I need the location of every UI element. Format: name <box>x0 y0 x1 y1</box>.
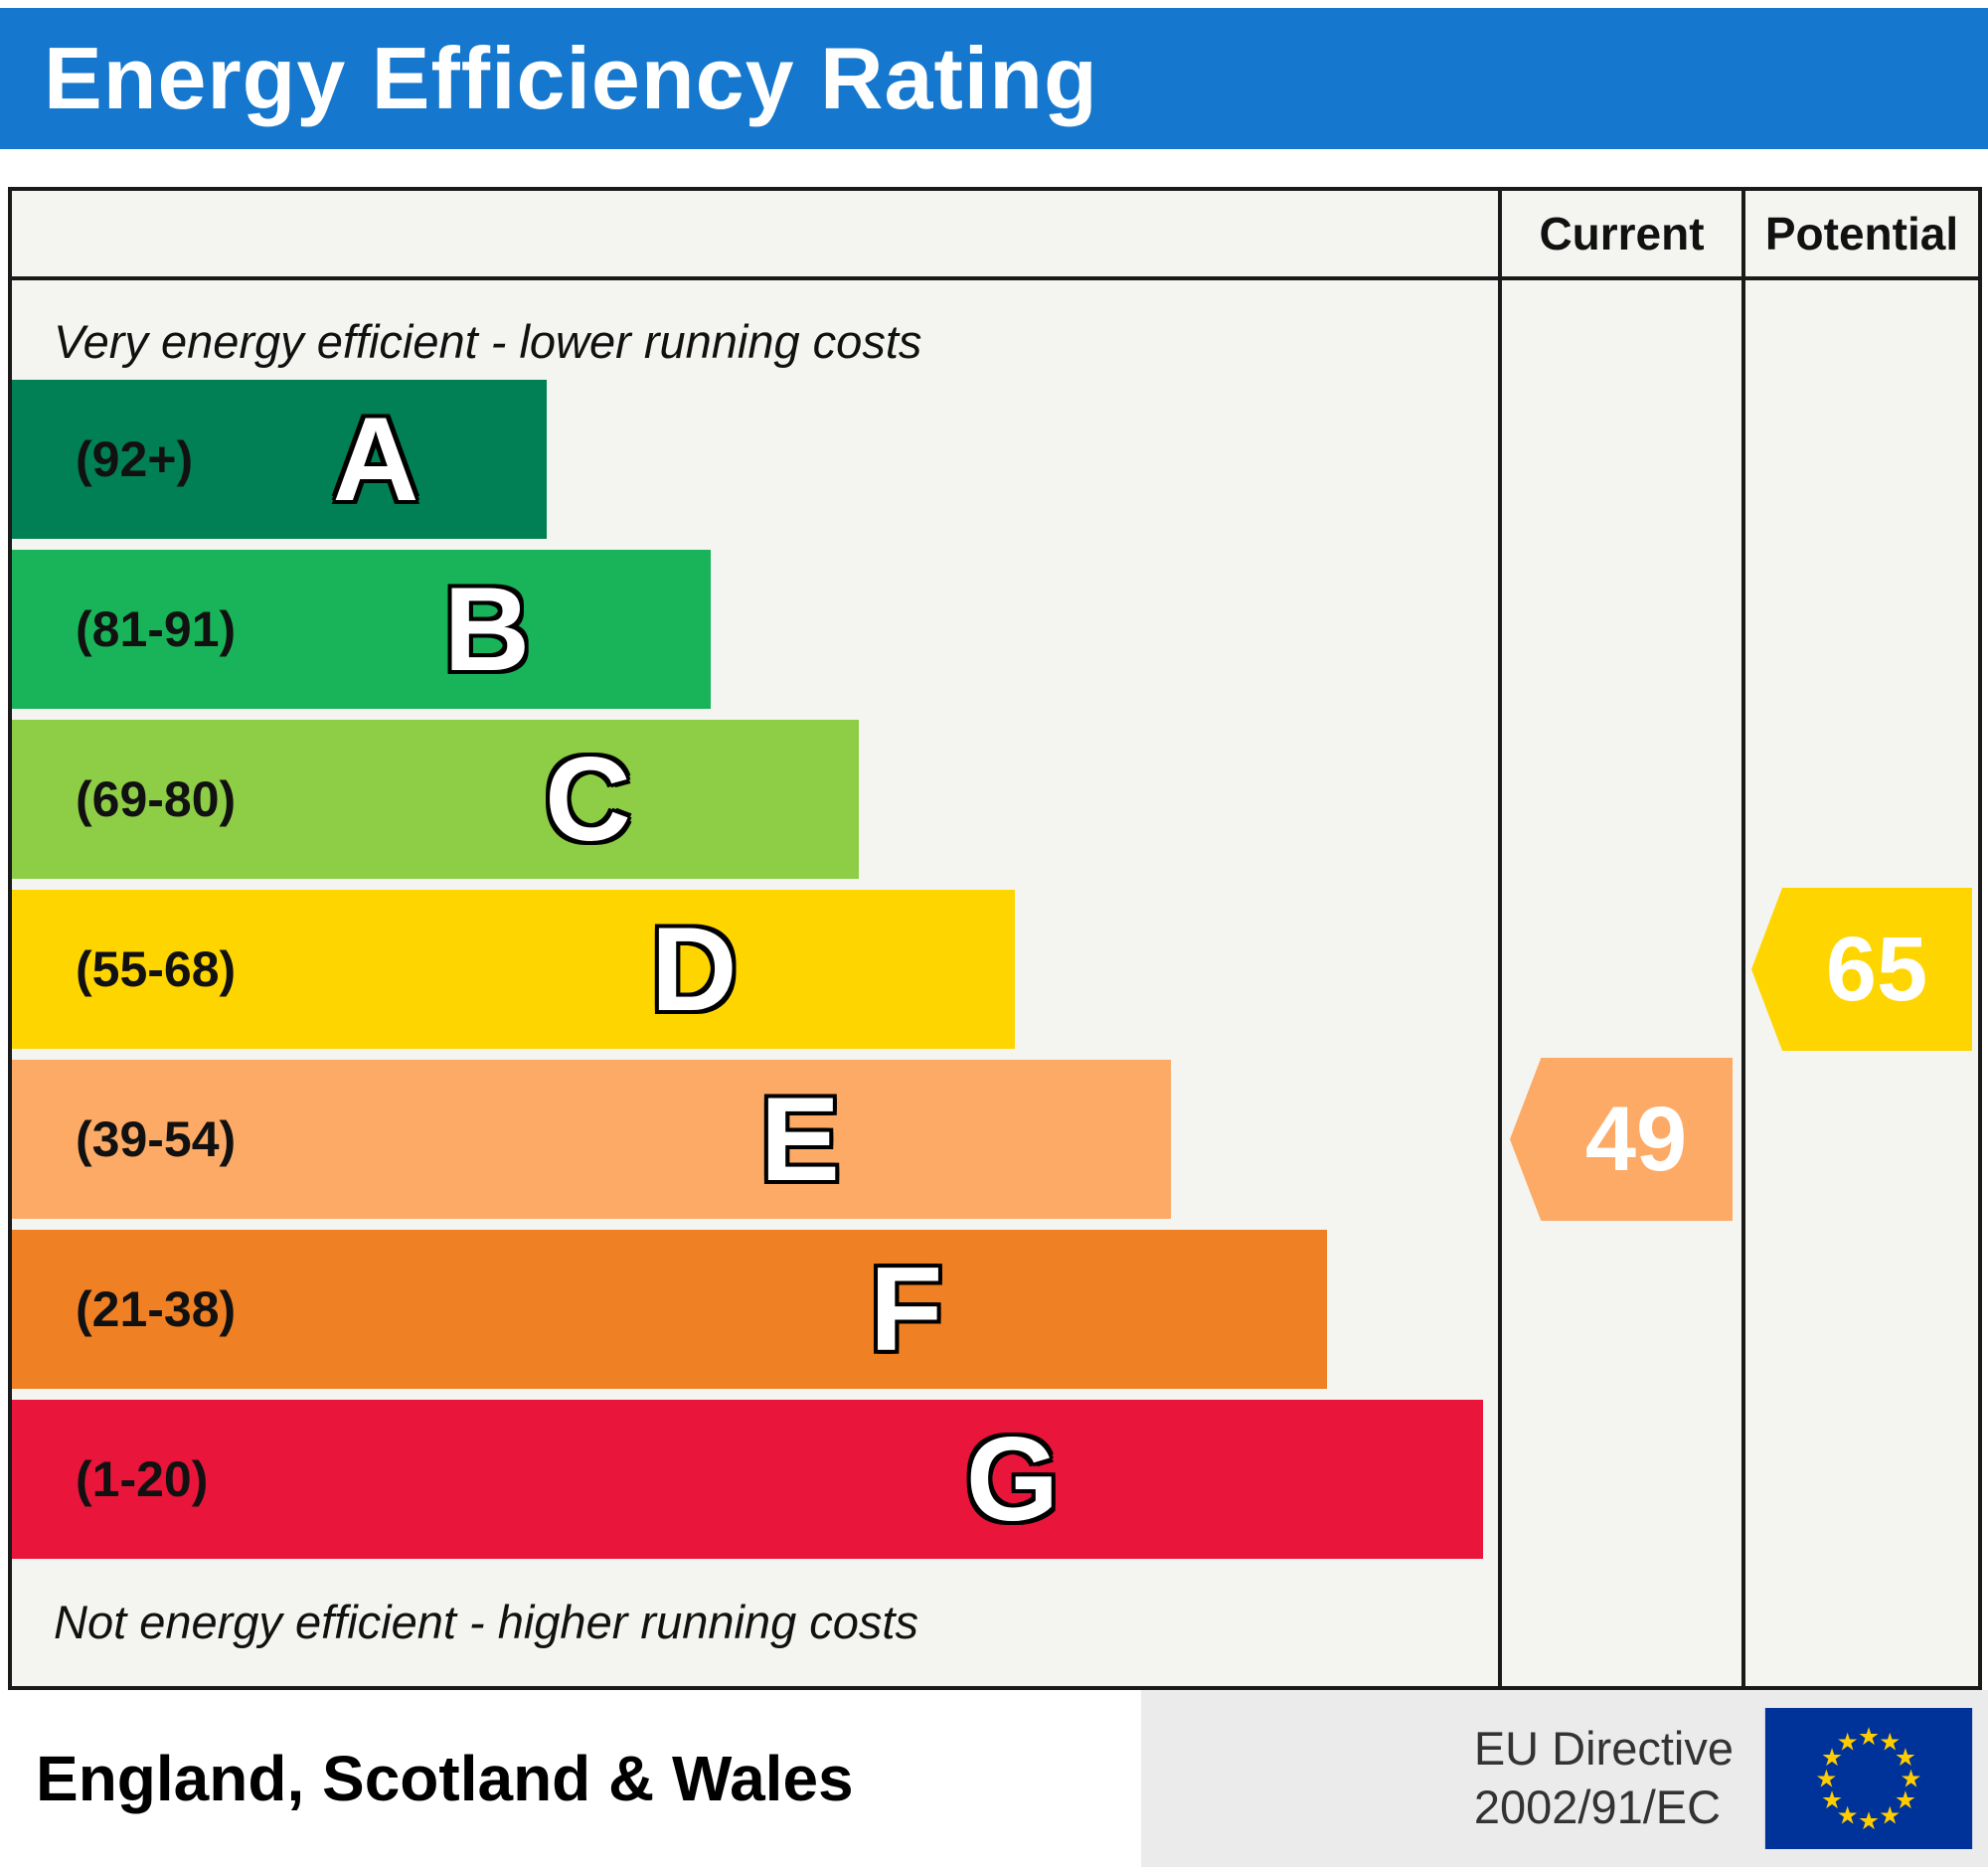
column-header-row: Current Potential <box>12 191 1978 280</box>
band-bar-c: (69-80) C <box>12 720 860 879</box>
svg-text:★: ★ <box>1821 1785 1843 1814</box>
band-letter: E <box>759 1073 840 1206</box>
title-bar: Energy Efficiency Rating <box>0 8 1988 149</box>
chart-body: Very energy efficient - lower running co… <box>12 280 1978 1686</box>
band-bar-a: (92+) A <box>12 380 548 539</box>
band-row-a: (92+) A <box>12 380 1498 539</box>
band-range-label: (21-38) <box>76 1281 237 1337</box>
band-bar-e: (39-54) E <box>12 1060 1172 1219</box>
current-rating-value: 49 <box>1584 1088 1688 1190</box>
svg-text:★: ★ <box>1895 1743 1916 1772</box>
current-rating-arrow: 49 <box>1510 1058 1733 1221</box>
svg-text:★: ★ <box>1821 1743 1843 1772</box>
chart-box: Current Potential Very energy efficient … <box>8 187 1982 1690</box>
potential-rating-arrow: 65 <box>1751 888 1972 1051</box>
current-column-header: Current <box>1498 191 1741 276</box>
svg-text:★: ★ <box>1858 1806 1880 1835</box>
band-row-e: (39-54) E <box>12 1060 1498 1219</box>
current-column: 49 <box>1498 280 1741 1686</box>
column-header-spacer <box>12 191 1498 276</box>
top-note: Very energy efficient - lower running co… <box>54 315 922 368</box>
band-range-label: (92+) <box>76 431 194 487</box>
band-row-b: (81-91) B <box>12 550 1498 709</box>
band-range-label: (55-68) <box>76 941 237 997</box>
svg-text:★: ★ <box>1815 1765 1837 1793</box>
region-label: England, Scotland & Wales <box>0 1690 1141 1867</box>
band-letter: G <box>965 1413 1060 1546</box>
eu-directive-line2: 2002/91/EC <box>1473 1781 1722 1833</box>
band-range-label: (69-80) <box>76 771 237 827</box>
band-row-d: (55-68) D <box>12 890 1498 1049</box>
svg-text:★: ★ <box>1901 1765 1922 1793</box>
svg-text:★: ★ <box>1879 1800 1901 1829</box>
eu-flag-icon: ★ ★ ★ ★ ★ ★ ★ ★ ★ ★ ★ ★ <box>1764 1708 1973 1849</box>
band-row-c: (69-80) C <box>12 720 1498 879</box>
band-letter: B <box>443 563 531 696</box>
page-title: Energy Efficiency Rating <box>44 29 1098 127</box>
svg-text:★: ★ <box>1837 1800 1859 1829</box>
footer: England, Scotland & Wales EU Directive 2… <box>0 1690 1988 1867</box>
band-range-label: (1-20) <box>76 1451 209 1507</box>
band-bar-d: (55-68) D <box>12 890 1016 1049</box>
band-letter: F <box>870 1243 943 1376</box>
band-row-g: (1-20) G <box>12 1400 1498 1559</box>
band-bar-g: (1-20) G <box>12 1400 1484 1559</box>
potential-column: 65 <box>1741 280 1978 1686</box>
svg-text:★: ★ <box>1879 1728 1901 1757</box>
band-letter: C <box>545 733 631 866</box>
svg-text:★: ★ <box>1837 1728 1859 1757</box>
potential-column-header: Potential <box>1741 191 1978 276</box>
band-bar-b: (81-91) B <box>12 550 711 709</box>
band-letter: D <box>650 903 738 1036</box>
rating-bands-area: Very energy efficient - lower running co… <box>12 280 1498 1686</box>
potential-rating-value: 65 <box>1825 918 1928 1020</box>
eu-directive-text: EU Directive 2002/91/EC <box>1474 1720 1734 1837</box>
band-letter: A <box>332 393 419 526</box>
band-range-label: (39-54) <box>76 1111 237 1167</box>
rating-bands: (92+) A (81-91) B (69-80) C (55-68) D (39-54) E (2… <box>12 380 1498 1570</box>
svg-text:★: ★ <box>1895 1785 1916 1814</box>
bottom-note: Not energy efficient - higher running co… <box>54 1596 918 1648</box>
band-range-label: (81-91) <box>76 601 237 657</box>
eu-directive-line1: EU Directive <box>1473 1722 1734 1776</box>
svg-text:★: ★ <box>1858 1722 1880 1751</box>
band-row-f: (21-38) F <box>12 1230 1498 1389</box>
band-bar-f: (21-38) F <box>12 1230 1328 1389</box>
footer-directive-section: EU Directive 2002/91/EC ★ ★ ★ ★ ★ ★ ★ ★ … <box>1141 1690 1988 1867</box>
